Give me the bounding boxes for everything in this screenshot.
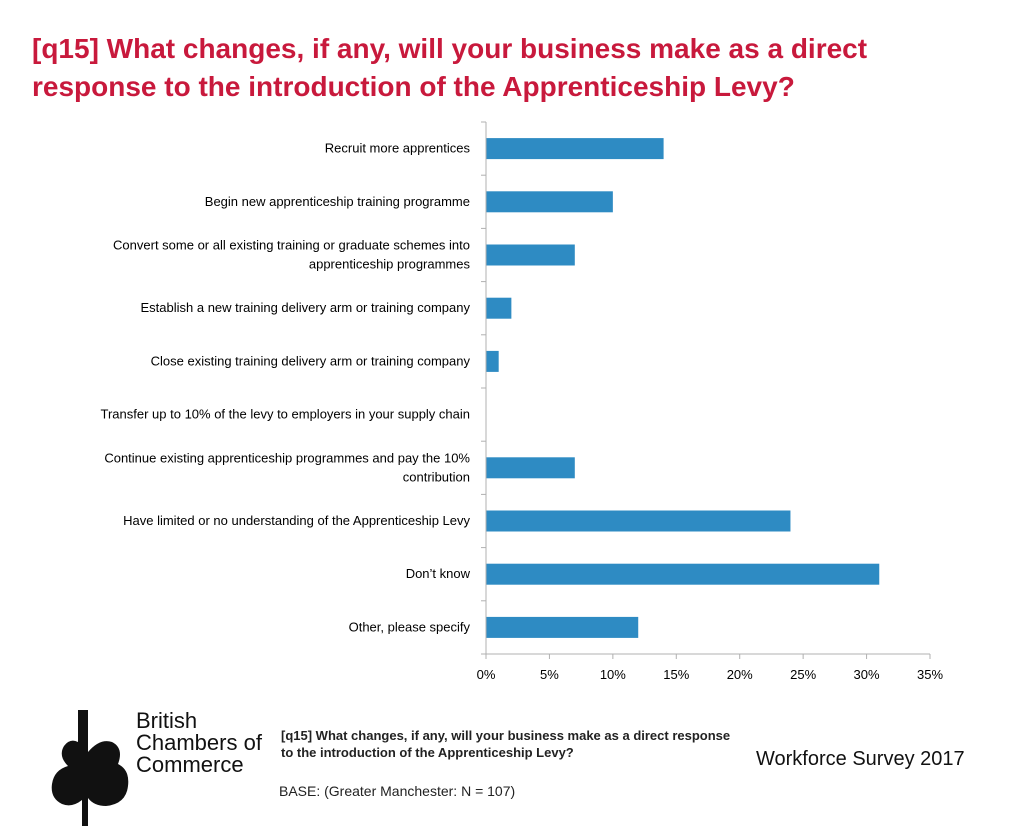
bar xyxy=(486,191,613,213)
x-tick-label: 25% xyxy=(790,667,816,682)
base-note: BASE: (Greater Manchester: N = 107) xyxy=(279,783,516,799)
bar xyxy=(486,297,512,319)
category-label-line: Begin new apprenticeship training progra… xyxy=(205,194,470,209)
labels-layer: Recruit more apprentices Begin new appren… xyxy=(101,141,944,682)
category-label-line: Don’t know xyxy=(406,566,471,581)
category-label: Other, please specify xyxy=(349,619,471,634)
x-tick-label: 20% xyxy=(727,667,753,682)
category-label-line: Convert some or all existing training or… xyxy=(113,238,470,253)
category-label: Establish a new training delivery arm or… xyxy=(141,300,471,315)
brand-line: Chambers of xyxy=(136,730,262,755)
brand-line: Commerce xyxy=(136,752,244,777)
category-label-line: Continue existing apprenticeship program… xyxy=(104,450,470,465)
category-label: Continue existing apprenticeship program… xyxy=(104,450,470,484)
x-tick-label: 15% xyxy=(663,667,689,682)
category-label-line: contribution xyxy=(403,469,470,484)
bcc-logo xyxy=(51,710,129,826)
bar xyxy=(486,510,791,532)
category-label-line: Recruit more apprentices xyxy=(325,141,471,156)
bar xyxy=(486,563,880,585)
category-label: Recruit more apprentices xyxy=(325,141,471,156)
bar xyxy=(486,457,575,479)
footer-question: [q15] What changes, if any, will your bu… xyxy=(281,728,731,760)
bars-layer xyxy=(486,138,880,638)
brand-name: British Chambers of Commerce xyxy=(136,710,262,776)
category-label: Transfer up to 10% of the levy to employ… xyxy=(101,407,470,422)
category-label-line: Establish a new training delivery arm or… xyxy=(141,300,471,315)
category-label-line: Transfer up to 10% of the levy to employ… xyxy=(101,407,470,422)
x-tick-label: 10% xyxy=(600,667,626,682)
category-label: Convert some or all existing training or… xyxy=(113,238,470,272)
x-tick-label: 0% xyxy=(477,667,496,682)
bar xyxy=(486,138,664,160)
x-tick-label: 5% xyxy=(540,667,559,682)
axis-layer xyxy=(481,121,931,659)
bar xyxy=(486,350,499,372)
category-label-line: Have limited or no understanding of the … xyxy=(123,513,470,528)
category-label-line: Close existing training delivery arm or … xyxy=(151,353,471,368)
x-tick-label: 30% xyxy=(854,667,880,682)
x-tick-label: 35% xyxy=(917,667,943,682)
page-title: [q15] What changes, if any, will your bu… xyxy=(32,33,868,102)
bar xyxy=(486,244,575,266)
category-label: Close existing training delivery arm or … xyxy=(151,353,471,368)
bar xyxy=(486,616,639,638)
category-label: Have limited or no understanding of the … xyxy=(123,513,470,528)
bar-chart: Recruit more apprentices Begin new appren… xyxy=(101,121,944,682)
category-label: Begin new apprenticeship training progra… xyxy=(205,194,470,209)
category-label-line: apprenticeship programmes xyxy=(309,257,471,272)
brand-line: British xyxy=(136,708,198,733)
category-label: Don’t know xyxy=(406,566,471,581)
survey-name: Workforce Survey 2017 xyxy=(756,748,965,770)
category-label-line: Other, please specify xyxy=(349,619,471,634)
